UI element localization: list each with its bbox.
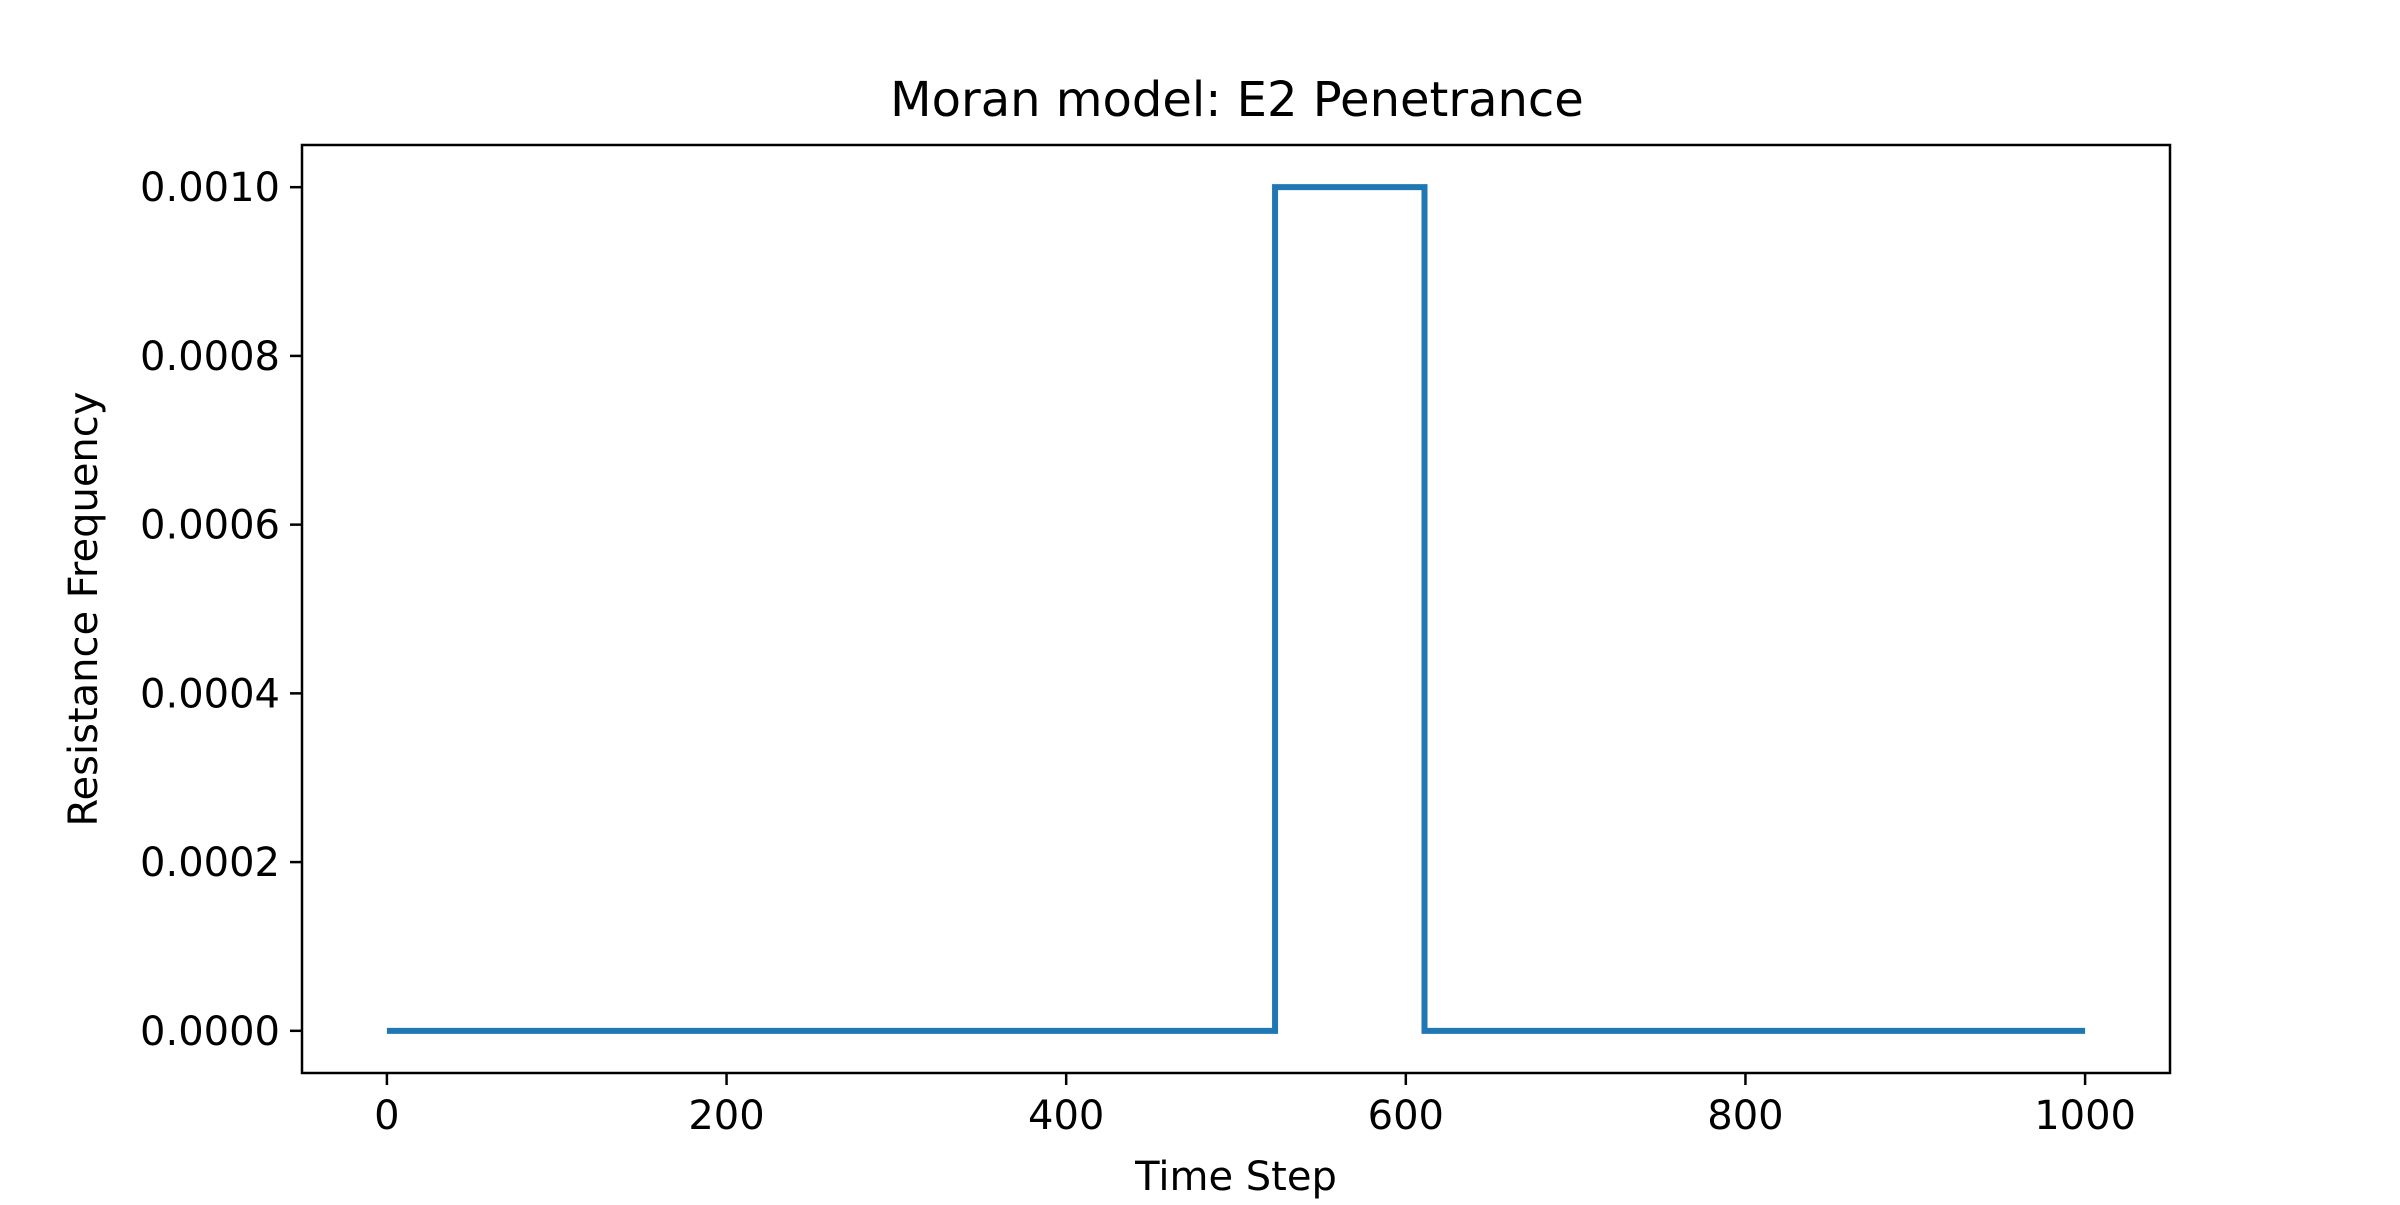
y-tick-label: 0.0000 bbox=[140, 1009, 280, 1055]
series-line-0 bbox=[386, 184, 2086, 1034]
y-tick-label: 0.0008 bbox=[140, 334, 280, 380]
x-tick-label: 1000 bbox=[2034, 1093, 2136, 1139]
x-tick-label: 800 bbox=[1707, 1093, 1783, 1139]
x-axis-label: Time Step bbox=[1134, 1154, 1337, 1200]
y-tick-label: 0.0002 bbox=[140, 840, 280, 886]
y-tick-label: 0.0004 bbox=[140, 671, 280, 717]
x-tick-label: 600 bbox=[1368, 1093, 1444, 1139]
plot-frame bbox=[300, 143, 2172, 1075]
y-axis-label: Resistance Frequency bbox=[61, 392, 107, 827]
chart-title: Moran model: E2 Penetrance bbox=[890, 72, 1584, 128]
y-tick-label: 0.0010 bbox=[140, 165, 280, 211]
x-tick-label: 400 bbox=[1028, 1093, 1104, 1139]
y-tick-label: 0.0006 bbox=[140, 503, 280, 549]
y-axis-ticks: 0.0000 0.0002 0.0004 0.0006 0.0008 0.0010 bbox=[140, 165, 302, 1055]
x-axis-ticks: 0 200 400 600 800 1000 bbox=[374, 1073, 2136, 1139]
series-layer bbox=[386, 184, 2086, 1034]
x-tick-label: 200 bbox=[688, 1093, 764, 1139]
x-tick-label: 0 bbox=[374, 1093, 399, 1139]
